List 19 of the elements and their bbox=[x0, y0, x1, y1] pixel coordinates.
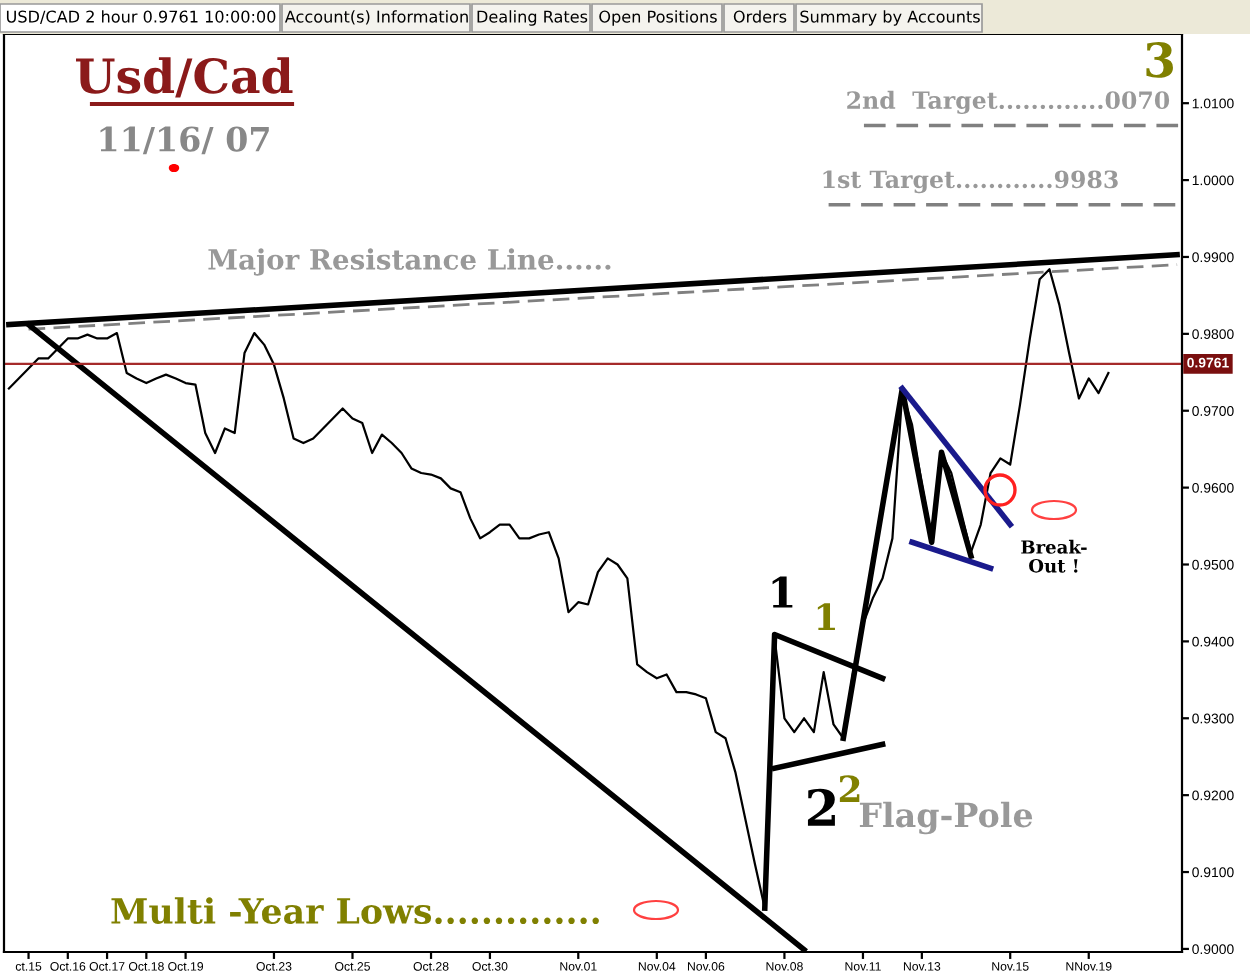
annotation: Major Resistance Line...... bbox=[208, 248, 611, 276]
annotation: 1 bbox=[772, 576, 793, 608]
annotation: Flag-Pole bbox=[859, 801, 1033, 835]
text: Open Positions bbox=[599, 10, 717, 26]
text: Summary by Accounts bbox=[800, 10, 980, 26]
annotation: 3 bbox=[1146, 41, 1173, 78]
chart-title: Usd/Cad bbox=[76, 57, 293, 98]
annotation: 1 bbox=[817, 603, 835, 630]
ref-line-label: 2nd Target.............0070 bbox=[847, 90, 1170, 114]
annotation: 2 bbox=[807, 788, 835, 826]
annotation: Break- Out ! bbox=[1021, 539, 1087, 573]
annotation: Multi -Year Lows.............. bbox=[111, 897, 599, 925]
annotation: 2 bbox=[839, 775, 860, 802]
text: Dealing Rates bbox=[477, 10, 588, 26]
text: Orders bbox=[733, 10, 787, 23]
text: 11/16/ 07 bbox=[100, 126, 269, 155]
text: Account(s) Information bbox=[284, 10, 468, 25]
ref-line-label: 1st Target............9983 bbox=[823, 170, 1118, 194]
text: USD/CAD 2 hour 0.9761 10:00:00 bbox=[6, 10, 276, 24]
